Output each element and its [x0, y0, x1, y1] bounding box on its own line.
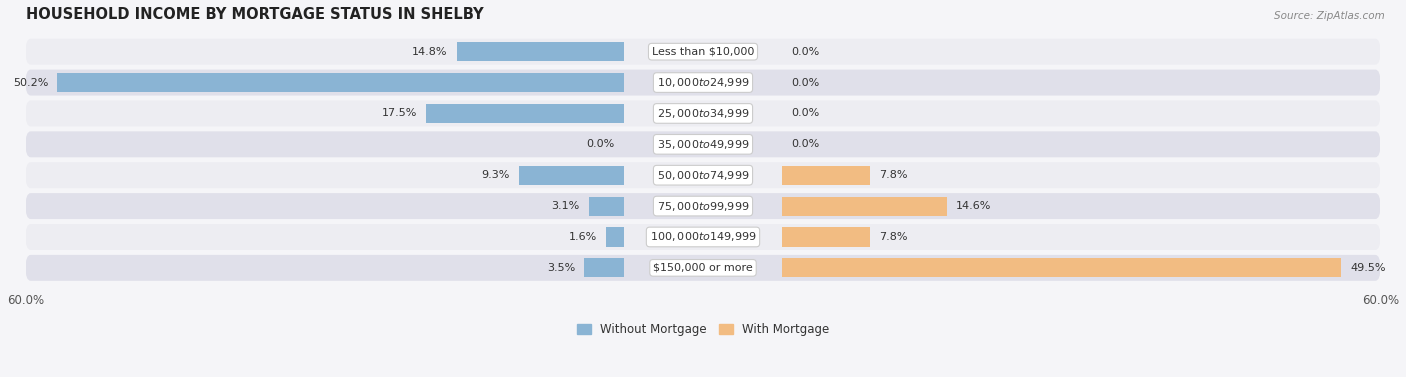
Bar [426, 104, 624, 123]
Bar [519, 166, 624, 185]
Text: 7.8%: 7.8% [879, 170, 908, 180]
Text: Source: ZipAtlas.com: Source: ZipAtlas.com [1274, 11, 1385, 21]
FancyBboxPatch shape [25, 131, 1381, 157]
Bar [585, 258, 624, 277]
FancyBboxPatch shape [25, 70, 1381, 95]
Bar [782, 227, 870, 247]
Text: 14.6%: 14.6% [956, 201, 991, 211]
Text: 0.0%: 0.0% [792, 47, 820, 57]
FancyBboxPatch shape [25, 162, 1381, 188]
Bar [58, 73, 624, 92]
FancyBboxPatch shape [25, 255, 1381, 281]
FancyBboxPatch shape [25, 224, 1381, 250]
Text: 17.5%: 17.5% [382, 109, 418, 118]
Text: 9.3%: 9.3% [481, 170, 510, 180]
Text: 14.8%: 14.8% [412, 47, 447, 57]
Text: $100,000 to $149,999: $100,000 to $149,999 [650, 230, 756, 244]
Text: 7.8%: 7.8% [879, 232, 908, 242]
Legend: Without Mortgage, With Mortgage: Without Mortgage, With Mortgage [572, 318, 834, 341]
Text: 3.5%: 3.5% [547, 263, 575, 273]
Text: 3.1%: 3.1% [551, 201, 579, 211]
Text: 1.6%: 1.6% [568, 232, 598, 242]
Text: 0.0%: 0.0% [586, 139, 614, 149]
Bar [782, 258, 1341, 277]
Bar [606, 227, 624, 247]
FancyBboxPatch shape [25, 193, 1381, 219]
Text: $150,000 or more: $150,000 or more [654, 263, 752, 273]
Text: 49.5%: 49.5% [1350, 263, 1385, 273]
Text: 50.2%: 50.2% [13, 78, 48, 87]
Bar [782, 166, 870, 185]
Text: $75,000 to $99,999: $75,000 to $99,999 [657, 199, 749, 213]
Bar [589, 196, 624, 216]
Text: 0.0%: 0.0% [792, 109, 820, 118]
Bar [457, 42, 624, 61]
Text: $35,000 to $49,999: $35,000 to $49,999 [657, 138, 749, 151]
FancyBboxPatch shape [25, 100, 1381, 126]
Text: 0.0%: 0.0% [792, 78, 820, 87]
Text: $50,000 to $74,999: $50,000 to $74,999 [657, 169, 749, 182]
Text: Less than $10,000: Less than $10,000 [652, 47, 754, 57]
Text: 0.0%: 0.0% [792, 139, 820, 149]
Text: HOUSEHOLD INCOME BY MORTGAGE STATUS IN SHELBY: HOUSEHOLD INCOME BY MORTGAGE STATUS IN S… [25, 7, 484, 22]
Bar [782, 196, 946, 216]
FancyBboxPatch shape [25, 39, 1381, 64]
Text: $10,000 to $24,999: $10,000 to $24,999 [657, 76, 749, 89]
Text: $25,000 to $34,999: $25,000 to $34,999 [657, 107, 749, 120]
